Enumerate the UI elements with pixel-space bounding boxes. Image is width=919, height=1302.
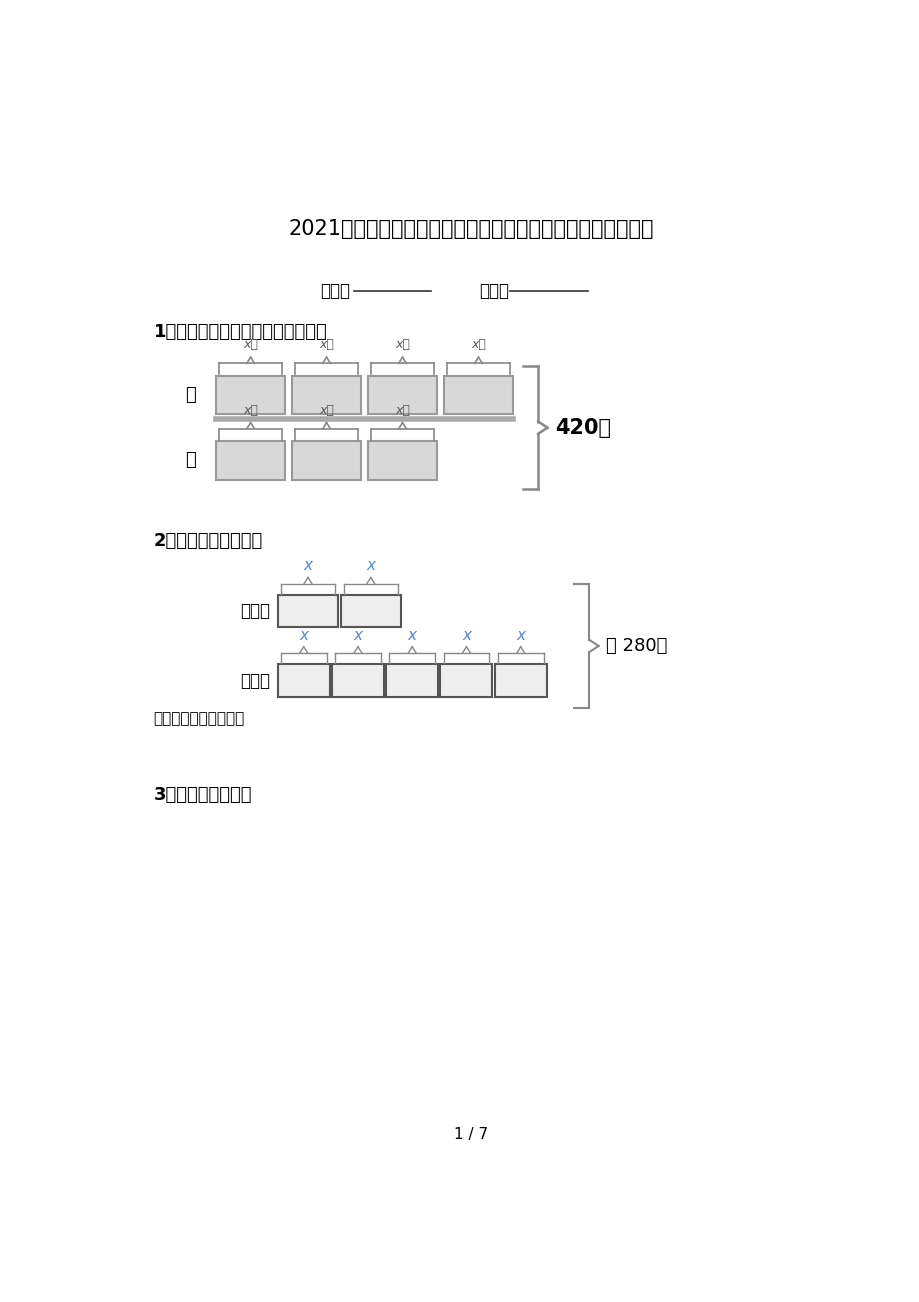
Text: 2021五年级数学上学期看图列方程计算课后辅导专项练习精编: 2021五年级数学上学期看图列方程计算课后辅导专项练习精编 — [289, 220, 653, 240]
Bar — [216, 441, 285, 479]
Text: 2．看图列方程求解。: 2．看图列方程求解。 — [153, 533, 263, 551]
Text: 柏树和松树各多少棵？: 柏树和松树各多少棵？ — [153, 711, 244, 725]
Bar — [368, 376, 437, 414]
Text: x: x — [353, 628, 362, 643]
Text: 班级：: 班级： — [320, 283, 350, 299]
Text: x: x — [366, 559, 375, 573]
Text: x只: x只 — [394, 339, 410, 352]
Text: 松树：: 松树： — [240, 672, 269, 690]
Bar — [216, 376, 285, 414]
Bar — [332, 664, 383, 697]
Text: 共 280棵: 共 280棵 — [606, 637, 667, 655]
Bar — [494, 664, 546, 697]
Text: x只: x只 — [243, 404, 258, 417]
Bar — [278, 595, 338, 628]
Text: x: x — [407, 628, 416, 643]
Bar — [340, 595, 401, 628]
Bar — [440, 664, 492, 697]
Text: x只: x只 — [394, 404, 410, 417]
Text: x只: x只 — [319, 404, 334, 417]
Text: x: x — [299, 628, 308, 643]
Text: x只: x只 — [319, 339, 334, 352]
Bar — [443, 376, 513, 414]
Bar — [386, 664, 437, 697]
Text: 姓名：: 姓名： — [479, 283, 509, 299]
Text: 鸡: 鸡 — [185, 385, 196, 404]
Bar — [291, 441, 361, 479]
Bar — [278, 664, 329, 697]
Text: 1．看图列方程，并求出方程的解。: 1．看图列方程，并求出方程的解。 — [153, 323, 327, 341]
Text: 1 / 7: 1 / 7 — [454, 1126, 488, 1142]
Text: 420只: 420只 — [554, 418, 610, 437]
Text: x: x — [516, 628, 525, 643]
Bar — [368, 441, 437, 479]
Text: 鸭: 鸭 — [185, 452, 196, 470]
Text: x: x — [461, 628, 471, 643]
Text: x: x — [303, 559, 312, 573]
Text: 3．看图列式计算。: 3．看图列式计算。 — [153, 786, 252, 805]
Bar — [291, 376, 361, 414]
Text: x只: x只 — [471, 339, 485, 352]
Text: x只: x只 — [243, 339, 258, 352]
Text: 柏树：: 柏树： — [240, 603, 269, 620]
